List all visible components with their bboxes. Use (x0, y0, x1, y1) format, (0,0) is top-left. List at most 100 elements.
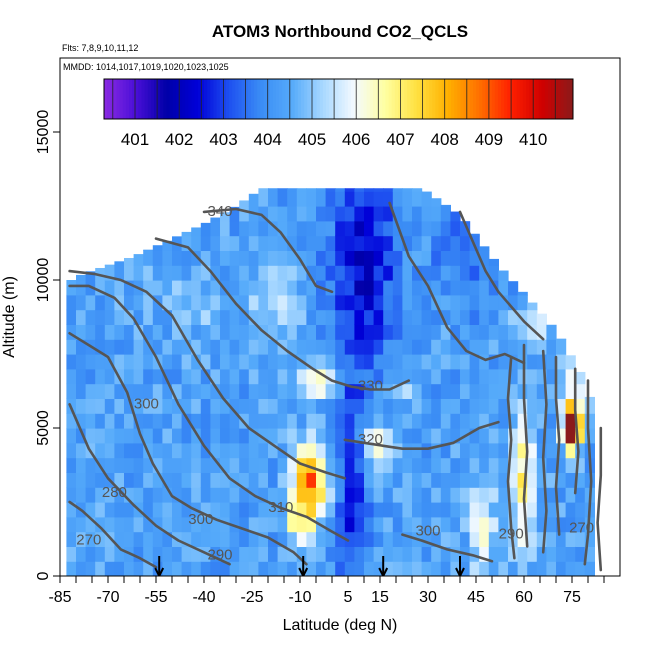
heatmap-cell-546 (287, 516, 298, 533)
colorbar-segment-22 (172, 79, 177, 119)
heatmap-cell-893 (402, 188, 413, 192)
heatmap-cell-220 (162, 516, 173, 533)
heatmap-cell-565 (287, 235, 298, 251)
heatmap-cell-820 (383, 457, 394, 473)
heatmap-cell-911 (412, 309, 423, 325)
heatmap-cell-360 (220, 561, 231, 576)
heatmap-cell-468 (258, 472, 269, 488)
heatmap-cell-382 (220, 235, 231, 251)
heatmap-cell-1288 (584, 413, 595, 429)
heatmap-cell-464 (258, 531, 269, 547)
heatmap-cell-435 (239, 200, 250, 207)
heatmap-cell-165 (133, 324, 144, 340)
heatmap-cell-1216 (546, 546, 557, 562)
colorbar-segment-122 (485, 79, 490, 119)
x-tick-label-11: 75 (563, 589, 581, 606)
colorbar-segment-25 (182, 79, 186, 119)
heatmap-cell-32 (76, 383, 87, 399)
heatmap-cell-608 (306, 398, 317, 414)
heatmap-cell-112 (114, 457, 125, 473)
heatmap-cell-1132 (498, 339, 509, 355)
heatmap-cell-1200 (536, 516, 547, 533)
heatmap-cell-691 (335, 368, 346, 385)
heatmap-cell-829 (383, 324, 394, 340)
heatmap-cell-909 (412, 339, 423, 355)
heatmap-cell-937 (421, 324, 432, 340)
heatmap-cell-380 (220, 265, 231, 281)
contour-label-11: 270 (569, 520, 594, 537)
heatmap-cell-122 (114, 309, 125, 325)
heatmap-cell-415 (239, 487, 250, 503)
heatmap-cell-195 (152, 546, 163, 562)
heatmap-cell-223 (162, 472, 173, 488)
heatmap-cell-580 (296, 413, 307, 429)
colorbar-segment-10 (135, 79, 139, 119)
heatmap-cell-953 (431, 472, 442, 488)
heatmap-cell-303 (191, 324, 202, 340)
heatmap-cell-798 (373, 383, 384, 399)
heatmap-cell-511 (268, 235, 279, 251)
contour-lines (68, 201, 603, 572)
heatmap-cell-707 (344, 531, 355, 547)
heatmap-cell-1013 (450, 354, 461, 370)
heatmap-cell-589 (296, 280, 307, 296)
colorbar-segment-69 (319, 79, 324, 119)
heatmap-cell-323 (200, 383, 211, 399)
heatmap-cell-799 (373, 368, 384, 385)
heatmap-cell-598 (306, 546, 317, 562)
heatmap-cell-1213 (536, 324, 547, 340)
heatmap-cell-149 (133, 561, 144, 576)
colorbar-segment-45 (244, 79, 249, 119)
heatmap-cell-347 (210, 383, 221, 399)
heatmap-cell-501 (268, 383, 279, 399)
heatmap (66, 188, 595, 576)
heatmap-cell-1176 (517, 294, 528, 311)
heatmap-cell-981 (440, 442, 451, 459)
heatmap-cell-525 (277, 428, 288, 444)
heatmap-cell-507 (268, 294, 279, 311)
colorbar-segment-104 (429, 79, 433, 119)
heatmap-cell-92 (104, 428, 115, 444)
heatmap-cell-1016 (450, 309, 461, 325)
heatmap-cell-244 (172, 502, 183, 518)
heatmap-cell-528 (277, 383, 288, 399)
heatmap-cell-773 (364, 354, 375, 370)
heatmap-cell-1037 (460, 368, 471, 385)
heatmap-cell-714 (344, 428, 355, 444)
heatmap-cell-845 (392, 487, 403, 503)
heatmap-cell-145 (124, 294, 135, 311)
heatmap-cell-1262 (565, 368, 576, 385)
heatmap-cell-901 (412, 457, 423, 473)
heatmap-cell-101 (104, 294, 115, 311)
heatmap-cell-343 (210, 442, 221, 459)
heatmap-cell-1136 (498, 280, 509, 296)
colorbar-segment-55 (275, 79, 280, 119)
heatmap-cell-1259 (565, 413, 576, 429)
heatmap-cell-687 (335, 428, 346, 444)
heatmap-cell-444 (248, 442, 259, 459)
heatmap-cell-1134 (498, 309, 509, 325)
heatmap-cell-1041 (460, 309, 471, 325)
heatmap-cell-819 (383, 472, 394, 488)
heatmap-cell-1064 (469, 324, 480, 340)
heatmap-cell-755 (354, 220, 365, 237)
heatmap-cell-178 (143, 457, 154, 473)
heatmap-cell-482 (258, 265, 269, 281)
heatmap-cell-720 (344, 339, 355, 355)
heatmap-cell-523 (277, 457, 288, 473)
heatmap-cell-545 (287, 531, 298, 547)
heatmap-cell-1007 (450, 442, 461, 459)
heatmap-cell-684 (335, 472, 346, 488)
heatmap-cell-550 (287, 457, 298, 473)
heatmap-cell-282 (181, 280, 192, 296)
heatmap-cell-1197 (536, 561, 547, 576)
heatmap-cell-655 (325, 502, 336, 518)
heatmap-cell-872 (402, 487, 413, 503)
heatmap-cell-1277 (575, 371, 586, 385)
heatmap-cell-36 (76, 324, 87, 340)
heatmap-cell-79 (95, 309, 106, 325)
heatmap-cell-1058 (469, 413, 480, 429)
colorbar-segment-79 (351, 79, 355, 119)
heatmap-cell-940 (421, 280, 432, 296)
heatmap-cell-846 (392, 472, 403, 488)
